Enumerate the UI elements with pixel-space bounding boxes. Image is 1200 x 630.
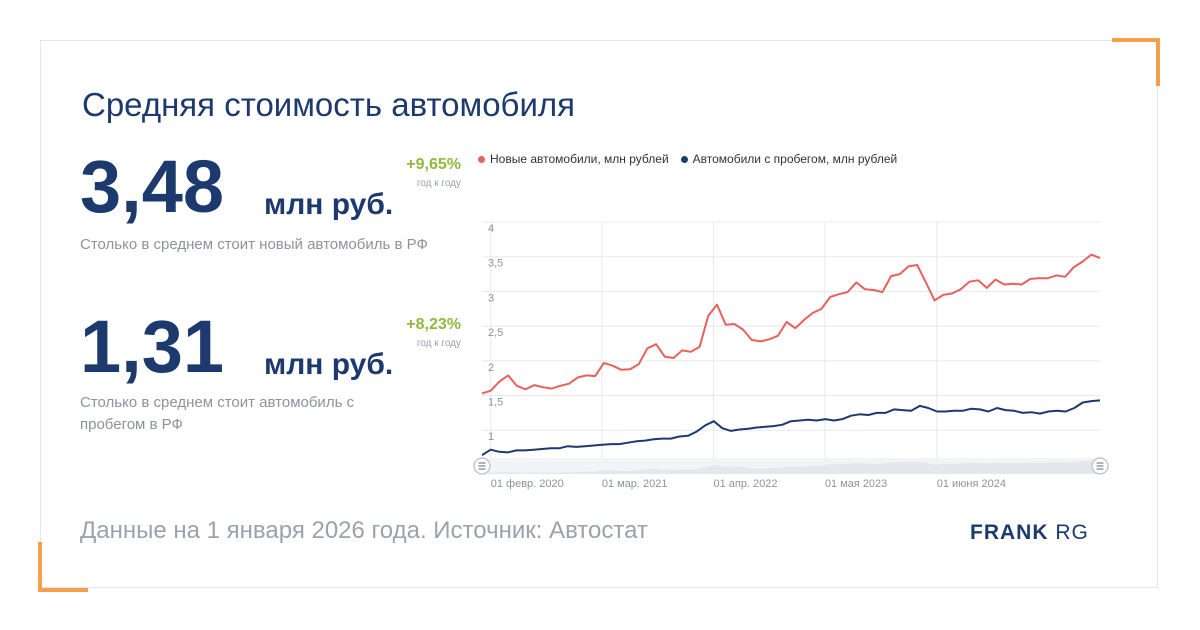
page-title: Средняя стоимость автомобиля [82, 86, 576, 123]
infographic-card [40, 40, 1158, 588]
new-car-delta: +9,65% [406, 156, 461, 173]
y-tick-label: 4 [488, 223, 494, 235]
x-tick-label: 01 апр. 2022 [713, 478, 777, 490]
used-car-delta: +8,23% [406, 316, 461, 333]
y-tick-label: 3,5 [488, 258, 503, 270]
new-car-description: Столько в среднем стоит новый автомобиль… [80, 236, 428, 253]
chart-legend: Новые автомобили, млн рублей Автомобили … [478, 152, 897, 166]
new-car-price-value: 3,48 [80, 145, 225, 228]
chart-grid [482, 221, 1100, 474]
chart-lines [481, 253, 1101, 457]
new-car-delta-label: год к году [416, 178, 461, 189]
corner-accent-top-right [1112, 38, 1160, 86]
logo-text-bold: FRANK [970, 521, 1049, 544]
legend-item-new[interactable]: Новые автомобили, млн рублей [478, 152, 669, 166]
navigator-handle-right[interactable] [1091, 457, 1109, 475]
used-car-price-value: 1,31 [80, 305, 225, 388]
chart-navigator [473, 457, 1109, 475]
legend-marker-used [680, 155, 688, 163]
brand-logo: FRANK RG [970, 521, 1089, 545]
y-tick-label: 2 [488, 362, 494, 374]
y-tick-label: 1 [488, 431, 494, 443]
y-tick-label: 2,5 [488, 327, 503, 339]
legend-label-used: Автомобили с пробегом, млн рублей [692, 152, 898, 166]
used-car-price-unit: млн руб. [264, 348, 394, 381]
source-note: Данные на 1 января 2026 года. Источник: … [80, 517, 648, 544]
new-car-price-unit: млн руб. [264, 188, 394, 221]
x-tick-label: 01 февр. 2020 [491, 478, 564, 490]
series-line-new [481, 253, 1101, 395]
navigator-area [482, 460, 1100, 474]
x-tick-label: 01 июня 2024 [937, 478, 1006, 490]
legend-item-used[interactable]: Автомобили с пробегом, млн рублей [680, 152, 898, 166]
corner-accent-bottom-left [38, 542, 88, 592]
logo-text-light: RG [1055, 521, 1089, 544]
chart-labels: 1 1,5 2 2,5 3 3,5 4 01 февр. 2020 01 мар. 2021 01… [488, 223, 1006, 490]
legend-label-new: Новые автомобили, млн рублей [490, 152, 669, 166]
used-car-delta-label: год к году [416, 338, 461, 349]
y-tick-label: 3 [488, 292, 494, 304]
legend-marker-new [478, 155, 485, 163]
used-car-description: Столько в среднем стоит автомобиль с про… [80, 394, 355, 433]
series-line-used [481, 399, 1101, 457]
x-tick-label: 01 мар. 2021 [602, 478, 668, 490]
y-tick-label: 1,5 [488, 397, 503, 409]
navigator-handle-left[interactable] [473, 457, 491, 475]
x-tick-label: 01 мая 2023 [825, 478, 887, 490]
